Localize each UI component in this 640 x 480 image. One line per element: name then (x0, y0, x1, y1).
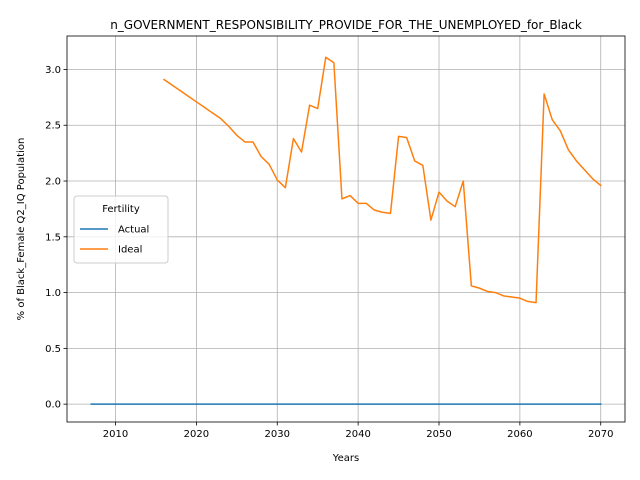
legend-label-ideal: Ideal (118, 245, 142, 256)
y-tick-label: 2.5 (45, 121, 61, 132)
series-line-ideal (162, 56, 602, 304)
x-axis-title: Years (332, 453, 359, 464)
x-tick-label: 2070 (588, 429, 613, 440)
axis-ticks: 2010 2020 2030 2040 2050 2060 2070 0.0 0.5 1.0 1.5… (45, 65, 613, 440)
x-tick-label: 2030 (265, 429, 290, 440)
x-tick-label: 2010 (103, 429, 128, 440)
y-tick-label: 0.5 (45, 344, 61, 355)
series-lines (90, 56, 602, 405)
x-tick-label: 2060 (507, 429, 532, 440)
y-tick-label: 2.0 (45, 177, 61, 188)
legend-title: Fertility (102, 204, 140, 215)
y-axis-title: % of Black_Female Q2_IQ Population (16, 138, 27, 321)
y-tick-label: 1.0 (45, 288, 61, 299)
legend-label-actual: Actual (118, 225, 149, 236)
y-tick-label: 1.5 (45, 232, 61, 243)
plot-area-frame (66, 35, 626, 423)
y-tick-label: 0.0 (45, 400, 61, 411)
x-tick-label: 2040 (345, 429, 370, 440)
y-tick-label: 3.0 (45, 65, 61, 76)
legend-entries: Actual Ideal (80, 225, 149, 256)
x-tick-label: 2020 (184, 429, 209, 440)
x-tick-label: 2050 (426, 429, 451, 440)
legend: Fertility Actual Ideal (73, 195, 169, 264)
legend-box (73, 195, 169, 264)
chart-title: n_GOVERNMENT_RESPONSIBILITY_PROVIDE_FOR_… (110, 18, 582, 32)
